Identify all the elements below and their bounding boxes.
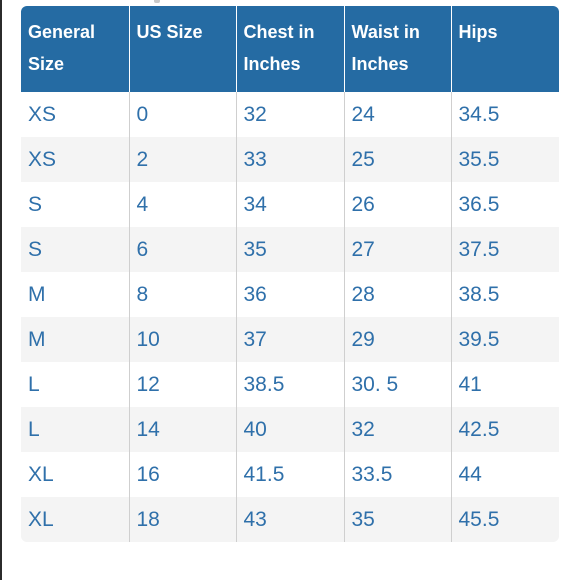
- cell-us-size: 8: [129, 272, 237, 317]
- table-row: L 14 40 32 42.5: [21, 407, 559, 452]
- cell-chest: 35: [236, 227, 345, 272]
- table-row: XS 0 32 24 34.5: [21, 92, 559, 137]
- cell-us-size: 4: [129, 182, 237, 227]
- header-waist-inches: Waist in Inches: [344, 6, 452, 92]
- cell-chest: 43: [236, 497, 345, 542]
- header-row: General Size US Size Chest in Inches Wai…: [21, 6, 559, 92]
- cell-waist: 26: [344, 182, 452, 227]
- cell-chest: 32: [236, 92, 345, 137]
- cell-chest: 37: [236, 317, 345, 362]
- cell-waist: 32: [344, 407, 452, 452]
- table-row: M 8 36 28 38.5: [21, 272, 559, 317]
- cell-us-size: 12: [129, 362, 237, 407]
- cell-hips: 35.5: [451, 137, 559, 182]
- table-row: S 4 34 26 36.5: [21, 182, 559, 227]
- cell-us-size: 16: [129, 452, 237, 497]
- cell-chest: 40: [236, 407, 345, 452]
- table-body: XS 0 32 24 34.5 XS 2 33 25 35.5 S 4 34 2…: [21, 92, 559, 542]
- cell-chest: 34: [236, 182, 345, 227]
- header-general-size: General Size: [21, 6, 130, 92]
- cell-hips: 37.5: [451, 227, 559, 272]
- cell-waist: 33.5: [344, 452, 452, 497]
- cell-general-size: XS: [21, 92, 130, 137]
- cell-waist: 28: [344, 272, 452, 317]
- cell-waist: 29: [344, 317, 452, 362]
- cell-us-size: 2: [129, 137, 237, 182]
- size-chart-table: General Size US Size Chest in Inches Wai…: [21, 6, 559, 542]
- cell-us-size: 0: [129, 92, 237, 137]
- header-chest-inches: Chest in Inches: [236, 6, 345, 92]
- cell-hips: 44: [451, 452, 559, 497]
- cell-us-size: 10: [129, 317, 237, 362]
- cell-chest: 36: [236, 272, 345, 317]
- table-row: XS 2 33 25 35.5: [21, 137, 559, 182]
- cell-waist: 27: [344, 227, 452, 272]
- cell-chest: 33: [236, 137, 345, 182]
- cell-chest: 41.5: [236, 452, 345, 497]
- cell-us-size: 18: [129, 497, 237, 542]
- cell-hips: 41: [451, 362, 559, 407]
- table-row: XL 18 43 35 45.5: [21, 497, 559, 542]
- cell-chest: 38.5: [236, 362, 345, 407]
- cell-hips: 45.5: [451, 497, 559, 542]
- left-edge-divider: [0, 0, 2, 580]
- cell-general-size: XS: [21, 137, 130, 182]
- table-row: M 10 37 29 39.5: [21, 317, 559, 362]
- cell-us-size: 14: [129, 407, 237, 452]
- cell-general-size: L: [21, 362, 130, 407]
- table-row: L 12 38.5 30. 5 41: [21, 362, 559, 407]
- header-us-size: US Size: [129, 6, 237, 92]
- table-row: XL 16 41.5 33.5 44: [21, 452, 559, 497]
- cell-general-size: M: [21, 272, 130, 317]
- cell-us-size: 6: [129, 227, 237, 272]
- cell-general-size: S: [21, 227, 130, 272]
- cell-hips: 39.5: [451, 317, 559, 362]
- cell-waist: 30. 5: [344, 362, 452, 407]
- cell-general-size: L: [21, 407, 130, 452]
- cell-hips: 42.5: [451, 407, 559, 452]
- header-hips: Hips: [451, 6, 559, 92]
- cell-hips: 36.5: [451, 182, 559, 227]
- cell-general-size: XL: [21, 452, 130, 497]
- top-edge-mark: [154, 0, 160, 3]
- cell-hips: 34.5: [451, 92, 559, 137]
- cell-waist: 24: [344, 92, 452, 137]
- cell-waist: 35: [344, 497, 452, 542]
- cell-general-size: S: [21, 182, 130, 227]
- cell-general-size: M: [21, 317, 130, 362]
- table-header: General Size US Size Chest in Inches Wai…: [21, 6, 559, 92]
- cell-waist: 25: [344, 137, 452, 182]
- cell-general-size: XL: [21, 497, 130, 542]
- cell-hips: 38.5: [451, 272, 559, 317]
- table-row: S 6 35 27 37.5: [21, 227, 559, 272]
